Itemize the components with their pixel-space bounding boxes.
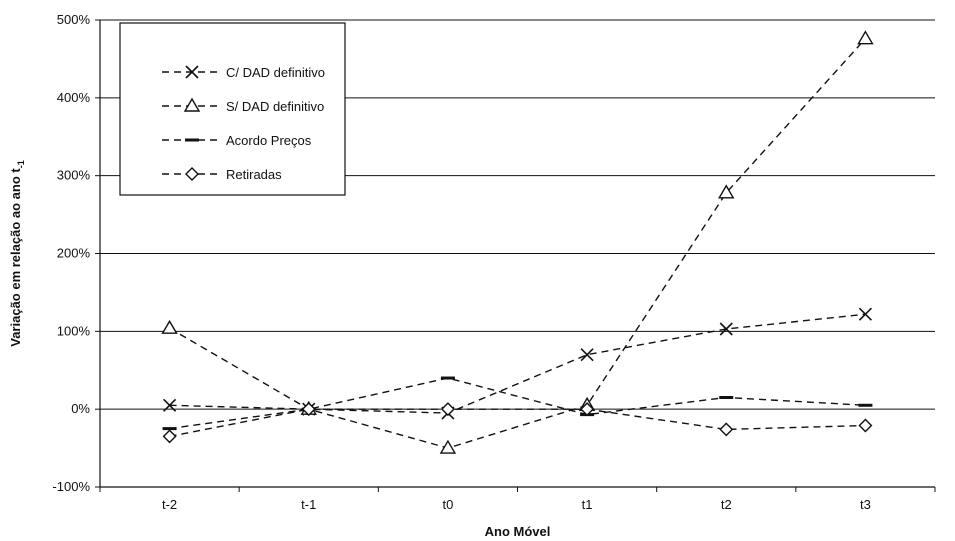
- x-tick-label: t-2: [162, 497, 177, 512]
- data-point-x-marker: [858, 307, 872, 321]
- data-point-diamond-marker: [580, 402, 595, 417]
- legend: C/ DAD definitivo S/ DAD definitivo Acordo…: [119, 22, 346, 196]
- x-tick-label: t3: [860, 497, 871, 512]
- data-point-triangle-marker: [857, 30, 874, 45]
- data-point-x-marker: [185, 65, 199, 79]
- legend-label: Retiradas: [226, 167, 282, 182]
- data-point-x-marker: [163, 398, 177, 412]
- legend-entry: C/ DAD definitivo: [162, 65, 325, 80]
- x-axis-ticks: t-2 t-1 t0 t1 t2 t3: [99, 487, 936, 512]
- series-line: [169, 38, 866, 449]
- data-point-x-marker: [580, 348, 594, 362]
- legend-entry: Acordo Preços: [162, 133, 312, 148]
- y-tick-label: 500%: [57, 12, 91, 27]
- data-point-diamond-marker: [440, 402, 455, 417]
- data-point-triangle-marker: [183, 97, 201, 112]
- legend-entry: Retiradas: [162, 167, 282, 182]
- legend-box: [119, 22, 346, 196]
- y-tick-label: -100%: [52, 479, 90, 494]
- legend-label: S/ DAD definitivo: [226, 99, 324, 114]
- y-tick-label: 100%: [57, 323, 91, 338]
- series-diamond: [162, 402, 873, 444]
- y-axis-title-subscript: -1: [16, 160, 26, 168]
- data-point-diamond-marker: [858, 418, 873, 433]
- y-axis-ticks: -100% 0% 100% 200% 300% 400% 500%: [52, 12, 100, 494]
- y-axis-title: Variação em relação ao ano t-1: [8, 160, 26, 347]
- x-tick-label: t2: [721, 497, 732, 512]
- data-point-triangle-marker: [439, 439, 457, 454]
- data-point-diamond-marker: [719, 422, 734, 437]
- series-line: [169, 377, 866, 430]
- y-tick-label: 300%: [57, 168, 91, 183]
- y-tick-label: 400%: [57, 90, 91, 105]
- x-axis-title: Ano Móvel: [485, 524, 551, 539]
- legend-label: Acordo Preços: [226, 133, 312, 148]
- legend-entry: S/ DAD definitivo: [162, 97, 324, 114]
- y-tick-label: 200%: [57, 246, 91, 261]
- series-line: [169, 313, 866, 414]
- data-point-diamond-marker: [301, 402, 316, 417]
- y-axis-title-main: Variação em relação ao ano t: [8, 168, 23, 347]
- data-point-x-marker: [719, 322, 733, 336]
- series-x: [163, 307, 872, 420]
- data-point-diamond-marker: [185, 167, 199, 181]
- x-tick-label: t0: [442, 497, 453, 512]
- x-tick-label: t-1: [301, 497, 316, 512]
- legend-label: C/ DAD definitivo: [226, 65, 325, 80]
- data-point-triangle-marker: [718, 184, 735, 199]
- data-point-diamond-marker: [162, 429, 177, 444]
- data-point-triangle-marker: [161, 319, 178, 334]
- y-tick-label: 0%: [71, 401, 90, 416]
- x-tick-label: t1: [582, 497, 593, 512]
- series-layer: [161, 30, 874, 454]
- series-line: [169, 408, 866, 438]
